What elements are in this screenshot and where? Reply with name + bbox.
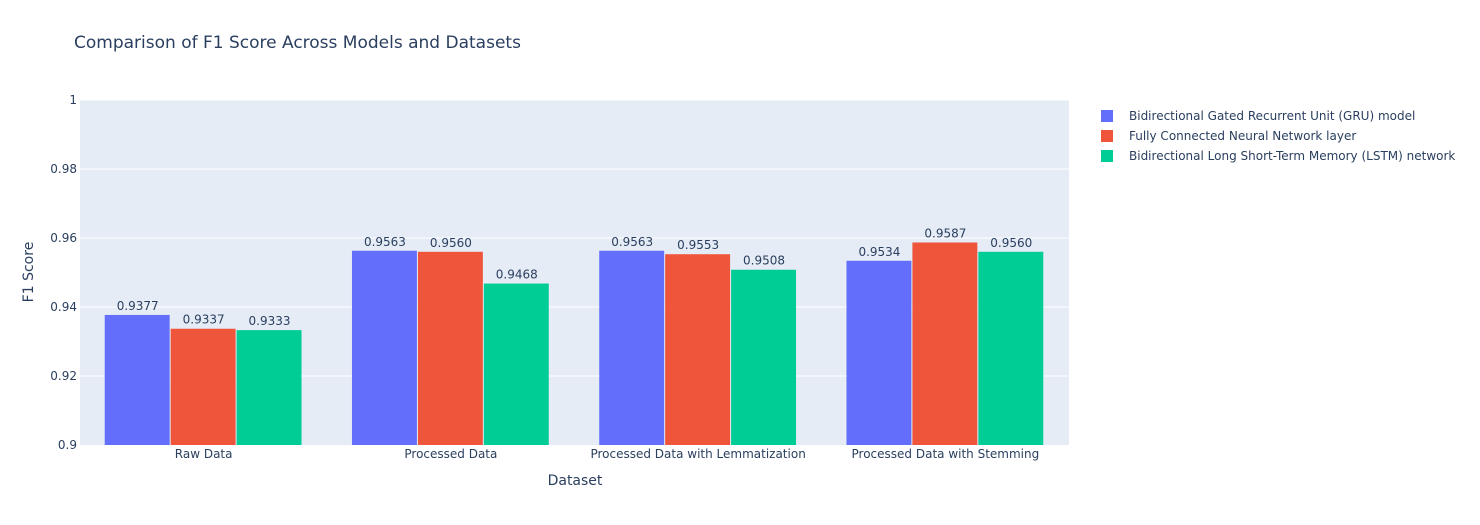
bar-value-label: 0.9587	[924, 226, 966, 240]
bar-value-labels: 0.9377 0.9337 0.9333 0.9563 0.9560 0.9468 0.95…	[117, 226, 1033, 328]
bar-value-label: 0.9534	[858, 245, 900, 259]
bar	[104, 314, 170, 445]
bar	[417, 251, 483, 445]
bar-value-label: 0.9377	[117, 299, 159, 313]
bar-value-label: 0.9553	[677, 238, 719, 252]
x-tick-label: Processed Data with Stemming	[852, 447, 1040, 461]
bar-value-label: 0.9560	[990, 236, 1032, 250]
legend-item[interactable]: Fully Connected Neural Network layer	[1101, 126, 1455, 146]
legend-item[interactable]: Bidirectional Gated Recurrent Unit (GRU)…	[1101, 106, 1455, 126]
y-tick-label: 0.96	[50, 231, 77, 245]
bar	[846, 260, 912, 445]
legend-swatch	[1101, 130, 1113, 142]
bar	[351, 250, 417, 445]
y-axis-title: F1 Score	[21, 242, 37, 303]
bar-value-label: 0.9508	[743, 254, 785, 268]
legend-swatch	[1101, 150, 1113, 162]
x-axis-title: Dataset	[548, 473, 603, 489]
y-tick-label: 0.98	[50, 162, 77, 176]
x-tick-label: Processed Data	[404, 447, 497, 461]
bar	[912, 242, 978, 445]
y-tick-label: 0.94	[50, 300, 77, 314]
legend-item[interactable]: Bidirectional Long Short-Term Memory (LS…	[1101, 146, 1455, 166]
y-tick-label: 0.9	[58, 438, 77, 452]
bar-value-label: 0.9468	[496, 268, 538, 282]
chart-title: Comparison of F1 Score Across Models and…	[74, 33, 521, 53]
bar	[731, 269, 797, 445]
bar	[236, 330, 302, 445]
x-tick-label: Raw Data	[175, 447, 233, 461]
x-tick-label: Processed Data with Lemmatization	[590, 447, 805, 461]
x-axis-ticks: Raw Data Processed Data Processed Data wit…	[175, 447, 1039, 461]
bar	[170, 328, 236, 445]
y-tick-label: 1	[69, 93, 77, 107]
bars	[104, 242, 1044, 445]
bar	[978, 251, 1044, 445]
bar-value-label: 0.9563	[611, 235, 653, 249]
bar-value-label: 0.9337	[183, 313, 225, 327]
bar-value-label: 0.9333	[249, 314, 291, 328]
legend-swatch	[1101, 110, 1113, 122]
bar	[599, 250, 665, 445]
bar	[483, 283, 549, 445]
y-tick-label: 0.92	[50, 369, 77, 383]
bar	[665, 254, 731, 445]
legend: Bidirectional Gated Recurrent Unit (GRU)…	[1101, 106, 1455, 166]
legend-label: Fully Connected Neural Network layer	[1129, 129, 1357, 143]
y-axis-ticks: 0.9 0.92 0.94 0.96 0.98 1	[50, 93, 77, 452]
legend-label: Bidirectional Gated Recurrent Unit (GRU)…	[1129, 109, 1416, 123]
bar-value-label: 0.9560	[430, 236, 472, 250]
legend-label: Bidirectional Long Short-Term Memory (LS…	[1129, 149, 1456, 163]
bar-value-label: 0.9563	[364, 235, 406, 249]
